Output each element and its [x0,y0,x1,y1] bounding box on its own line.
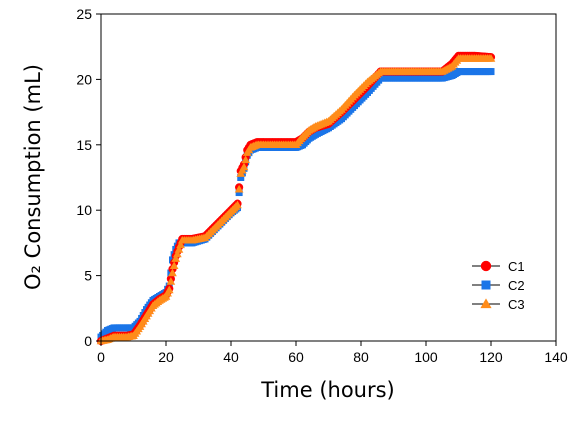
x-tick-label: 20 [158,349,174,365]
data-point-c3 [164,285,174,294]
data-point-c2 [487,68,495,76]
x-tick-label: 120 [479,349,503,365]
y-tick-label: 15 [76,137,92,153]
x-axis-title: Time (hours) [260,378,395,402]
legend-item-c1: C1 [472,259,525,274]
x-tick-label: 40 [223,349,239,365]
y-tick-label: 0 [84,333,92,349]
legend-label: C3 [508,297,525,312]
data-point-c3 [241,155,250,164]
data-point-c3 [233,200,242,209]
legend-label: C1 [508,259,525,274]
series-c3 [96,54,496,345]
data-point-c2 [237,174,245,181]
legend-marker-c2 [481,280,491,290]
data-point-c3 [239,162,249,171]
legend-item-c3: C3 [472,297,525,312]
y-tick-label: 25 [76,6,92,22]
data-point-c3 [176,240,185,249]
y-tick-label: 20 [76,71,92,87]
x-tick-label: 140 [544,349,568,365]
ticks-layer: 0 20 40 60 80 100 120 140 0 5 10 15 20 25 [76,6,567,365]
data-point-c3 [173,249,182,258]
data-point-c2 [235,189,243,197]
x-tick-label: 0 [97,349,105,365]
data-point-c3 [169,261,179,270]
data-point-c3 [168,268,177,277]
y-axis-title: O₂ Consumption (mL) [21,64,45,290]
legend-marker-c3 [480,298,492,309]
data-point-c3 [171,254,181,262]
y-tick-label: 5 [84,268,92,284]
legend-item-c2: C2 [472,278,525,293]
legend-label: C2 [508,278,525,293]
x-tick-label: 60 [288,349,304,365]
series-layer [96,51,496,346]
plot-frame [100,13,557,342]
data-point-c3 [234,184,244,193]
x-tick-label: 80 [353,349,369,365]
x-tick-label: 100 [414,349,438,365]
y-tick-label: 10 [76,202,92,218]
data-point-c3 [486,54,496,62]
data-point-c3 [166,277,176,285]
legend-marker-c1 [480,260,492,272]
legend: C1 C2 C3 [472,259,525,312]
data-point-c3 [174,245,184,253]
